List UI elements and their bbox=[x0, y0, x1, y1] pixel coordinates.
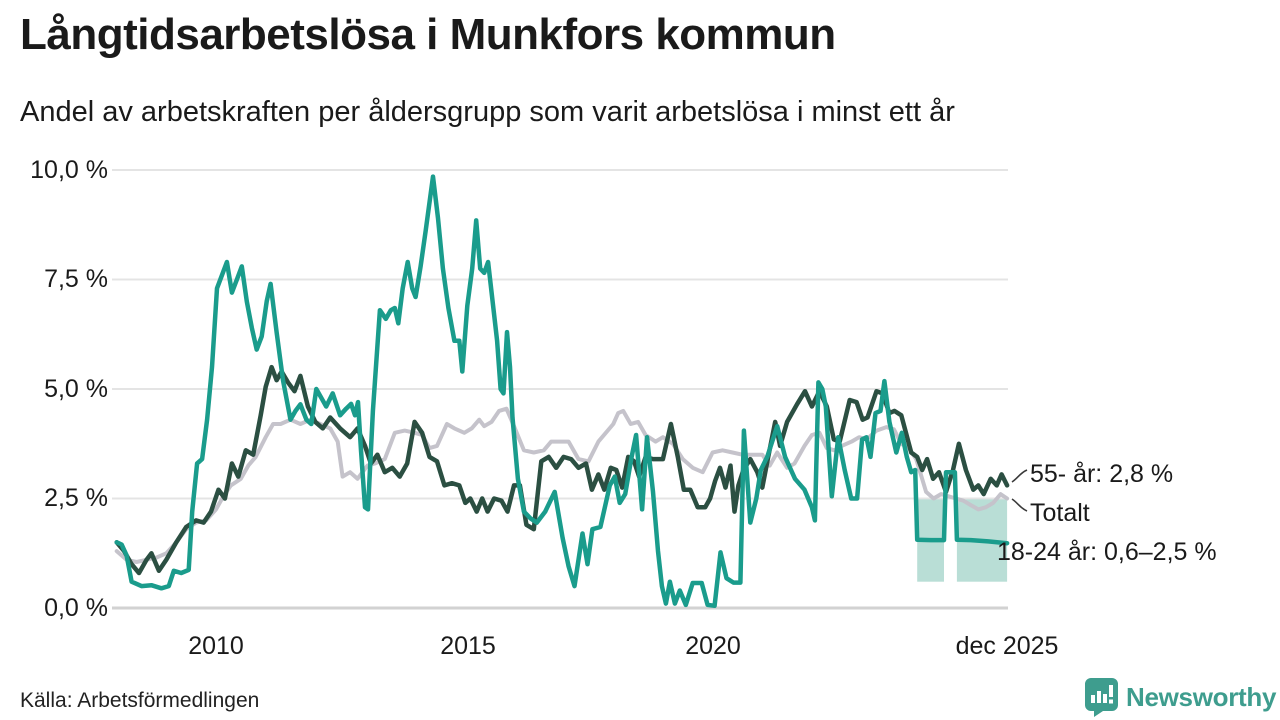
y-tick-label: 5,0 % bbox=[44, 375, 108, 403]
newsworthy-logo-text: Newsworthy bbox=[1126, 681, 1277, 712]
label-connector-totalt bbox=[1011, 498, 1028, 512]
series-label-55-ar: 55- år: 2,8 % bbox=[1030, 460, 1174, 488]
y-tick-label: 10,0 % bbox=[30, 156, 108, 184]
x-tick-label: dec 2025 bbox=[955, 632, 1059, 660]
x-tick-label: 2020 bbox=[685, 632, 741, 660]
source-note: Källa: Arbetsförmedlingen bbox=[20, 689, 260, 712]
y-tick-label: 0,0 % bbox=[44, 594, 108, 622]
chart-line-55-ar bbox=[114, 364, 1010, 576]
series-label-18-24-ar: 18-24 år: 0,6–2,5 % bbox=[997, 538, 1217, 566]
series-label-totalt: Totalt bbox=[1030, 499, 1090, 527]
newsworthy-logo: Newsworthy bbox=[1083, 677, 1276, 717]
y-tick-label: 2,5 % bbox=[44, 484, 108, 512]
x-tick-label: 2010 bbox=[188, 632, 244, 660]
page-subtitle: Andel av arbetskraften per åldersgrupp s… bbox=[20, 96, 955, 128]
newsworthy-logo-icon bbox=[1085, 678, 1118, 717]
y-tick-label: 7,5 % bbox=[44, 265, 108, 293]
page-title: Långtidsarbetslösa i Munkfors kommun bbox=[20, 10, 836, 59]
label-connector-55 bbox=[1011, 469, 1028, 483]
chart-line-18-24-ar bbox=[114, 174, 1010, 609]
x-tick-label: 2015 bbox=[440, 632, 496, 660]
